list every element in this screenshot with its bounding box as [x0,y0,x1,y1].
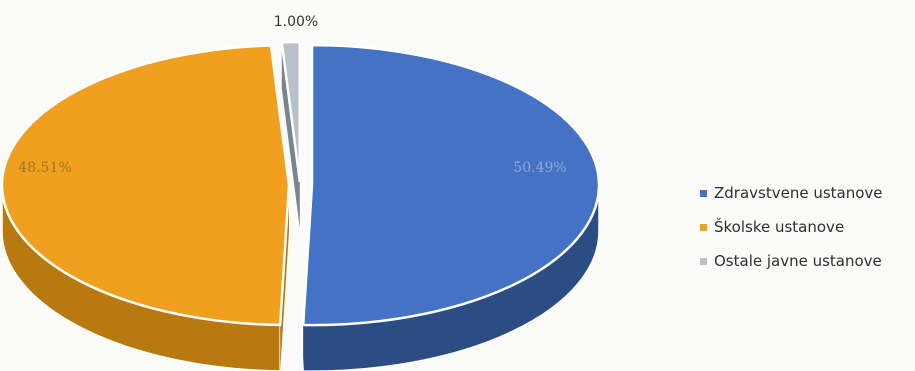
legend-item-skolske: Školske ustanove [700,210,912,244]
data-labels: 50.49% 48.51% 1.00% [18,14,566,176]
legend-swatch-blue [700,189,707,197]
pie-cut-2-0 [281,42,300,229]
data-label-2: 1.00% [274,14,318,30]
data-label-1: 48.51% [18,160,71,176]
legend-swatch-grey [700,257,707,265]
legend-label: Zdravstvene ustanove [714,184,883,202]
legend-item-ostale: Ostale javne ustanove [700,244,912,278]
legend-label: Školske ustanove [714,218,845,236]
pie-slice-1 [0,44,291,327]
legend-item-zdravstvene: Zdravstvene ustanove [700,176,912,210]
legend-swatch-orange [700,223,707,231]
pie-tops [0,40,601,327]
legend-label: Ostale javne ustanove [714,252,882,270]
pie-slice-0 [301,43,601,327]
legend: Zdravstvene ustanove Školske ustanove Os… [700,176,912,278]
pie-slice-2 [280,40,302,183]
data-label-0: 50.49% [513,160,566,176]
